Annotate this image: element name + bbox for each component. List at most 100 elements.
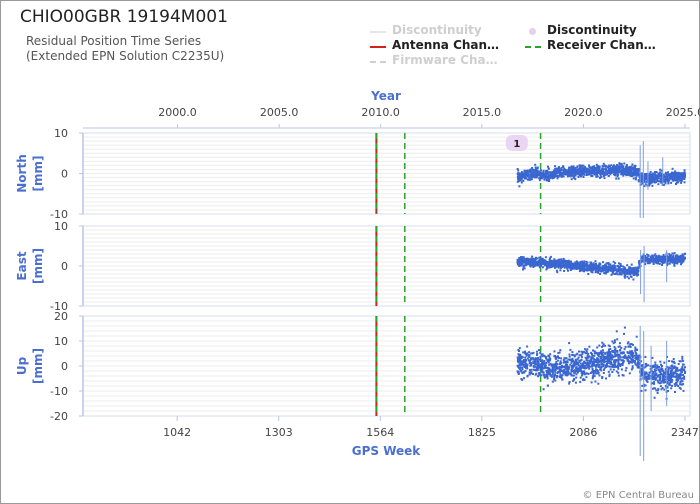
residual-point <box>535 262 538 265</box>
residual-point <box>530 260 533 263</box>
residual-point <box>674 391 676 393</box>
residual-point <box>638 262 641 265</box>
residual-point <box>558 174 561 177</box>
residual-point <box>627 270 630 273</box>
residual-point <box>637 170 640 173</box>
residual-point <box>601 352 603 355</box>
residual-point <box>521 378 524 381</box>
residual-point <box>522 268 524 271</box>
residual-point <box>526 172 529 175</box>
residual-point <box>605 165 608 168</box>
residual-point <box>629 352 631 355</box>
residual-point <box>658 173 661 176</box>
residual-point <box>627 345 630 348</box>
residual-point <box>592 371 595 374</box>
residual-point <box>673 365 676 368</box>
residual-point <box>537 360 540 363</box>
residual-point <box>676 380 679 383</box>
residual-point <box>598 263 601 266</box>
residual-point <box>550 364 553 367</box>
discontinuity-marker-label: 1 <box>513 139 520 150</box>
residual-point <box>632 352 635 355</box>
residual-point <box>521 363 524 366</box>
residual-point <box>596 173 599 176</box>
residual-point <box>676 178 679 181</box>
residual-point <box>517 178 520 181</box>
residual-point <box>657 256 660 259</box>
residual-point <box>592 172 595 174</box>
residual-point <box>578 354 581 357</box>
residual-point <box>517 364 520 367</box>
residual-point <box>654 378 657 381</box>
residual-point <box>531 262 534 265</box>
residual-point <box>587 173 590 176</box>
residual-point <box>532 175 535 178</box>
residual-point <box>519 366 522 369</box>
residual-point <box>521 360 524 363</box>
residual-point <box>654 370 657 373</box>
residual-point <box>622 352 625 354</box>
residual-point <box>524 350 527 353</box>
residual-point <box>562 166 565 169</box>
residual-point <box>635 348 638 351</box>
residual-point <box>658 262 661 265</box>
residual-point <box>536 353 539 355</box>
residual-point <box>623 266 626 269</box>
residual-point <box>682 369 685 371</box>
residual-point <box>616 338 619 341</box>
residual-point <box>592 169 595 172</box>
residual-point <box>551 177 554 180</box>
residual-point <box>633 171 636 174</box>
residual-point <box>601 376 604 378</box>
residual-point <box>635 354 638 356</box>
residual-point <box>613 346 616 349</box>
residual-point <box>667 378 670 381</box>
residual-point <box>532 360 535 363</box>
residual-point <box>572 172 575 175</box>
residual-point <box>668 255 671 258</box>
residual-point <box>590 381 593 384</box>
residual-point <box>564 360 567 363</box>
residual-point <box>526 363 529 366</box>
residual-point <box>646 380 649 383</box>
residual-point <box>580 369 583 372</box>
residual-point <box>635 358 638 360</box>
residual-point <box>545 176 548 179</box>
residual-point <box>558 170 561 173</box>
residual-point <box>577 176 580 178</box>
residual-point <box>651 372 654 375</box>
residual-point <box>617 354 620 357</box>
residual-point <box>657 175 660 178</box>
residual-point <box>653 373 656 376</box>
residual-point <box>602 175 605 177</box>
residual-point <box>590 365 593 368</box>
residual-point <box>660 256 663 259</box>
residual-point <box>597 355 600 358</box>
residual-point <box>658 366 660 368</box>
residual-point <box>651 356 654 359</box>
residual-point <box>631 174 634 177</box>
residual-point <box>519 256 522 259</box>
residual-point <box>613 168 616 171</box>
residual-point <box>598 166 600 169</box>
residual-point <box>609 173 612 176</box>
residual-point <box>526 173 529 176</box>
residual-point <box>585 172 588 175</box>
residual-point <box>670 254 672 257</box>
residual-point <box>541 370 544 373</box>
residual-point <box>680 377 683 380</box>
residual-point <box>534 163 537 166</box>
residual-point <box>563 261 566 263</box>
residual-point <box>555 360 558 363</box>
residual-point <box>640 179 643 181</box>
residual-point <box>684 175 686 177</box>
residual-point <box>517 371 519 374</box>
residual-point <box>667 366 670 369</box>
residual-point <box>551 175 554 178</box>
residual-point <box>549 171 552 174</box>
residual-point <box>658 376 661 379</box>
residual-point <box>538 179 541 182</box>
residual-point <box>548 370 551 373</box>
residual-point <box>617 177 620 180</box>
residual-point <box>682 173 685 176</box>
